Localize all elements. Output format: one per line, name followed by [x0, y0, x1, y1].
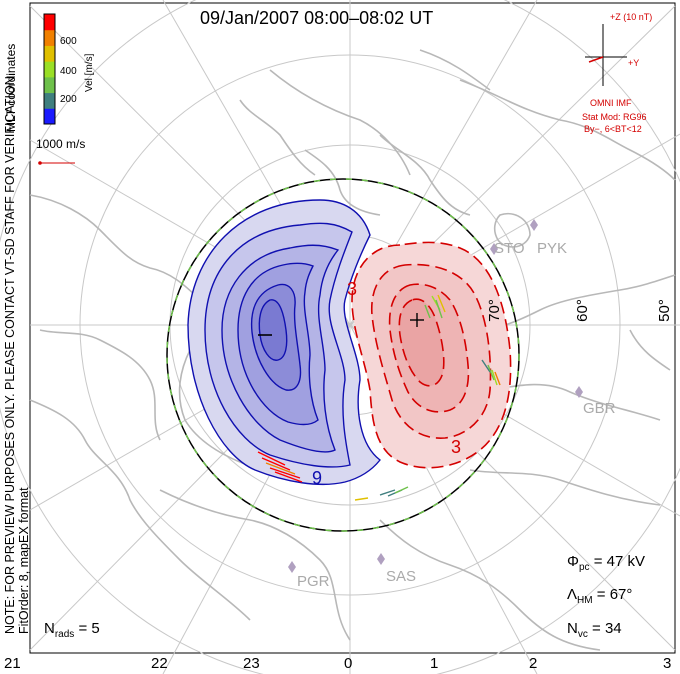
imf-clock [585, 24, 627, 86]
colorbar-title: Vel [m/s] [84, 53, 95, 92]
station-pyk: PYK [537, 240, 568, 257]
station-markers [288, 219, 583, 573]
contour-label-pos-1: 3 [347, 279, 358, 299]
colorbar-swatch [44, 76, 55, 94]
plot-frame [29, 2, 676, 654]
stat-model: Stat Mod: RG96 [582, 112, 647, 122]
contour-label-pos-2: 3 [451, 437, 462, 457]
preview-note: NOTE: FOR PREVIEW PURPOSES ONLY. PLEASE … [3, 72, 17, 634]
vector-scale [38, 161, 75, 165]
contour-label-neg: 9 [312, 468, 323, 488]
mlt-label-23: 23 [243, 655, 260, 672]
colorbar-tick-400: 400 [60, 66, 77, 77]
mlt-label-2: 2 [529, 655, 538, 672]
stat-n-vc: Nvc = 34 [567, 620, 622, 640]
lat-label-70: 70° [485, 299, 503, 322]
mlt-label-22: 22 [151, 655, 168, 672]
imf-source: OMNI IMF [590, 98, 632, 108]
station-gbr: GBR [583, 400, 616, 417]
mlt-label-1: 1 [430, 655, 439, 672]
imf-condition: By−, 6<BT<12 [584, 124, 642, 134]
colorbar-tick-200: 200 [60, 94, 77, 105]
dawn-convection-cell [351, 241, 512, 469]
mlt-label-21: 21 [4, 655, 21, 672]
vector-scale-label: 1000 m/s [36, 137, 86, 151]
dusk-convection-cell [187, 199, 381, 486]
mlt-label-3: 3 [663, 655, 672, 672]
lat-label-60: 60° [573, 299, 591, 322]
colorbar-swatch [44, 14, 55, 31]
station-sto: STO [494, 240, 525, 257]
colorbar-swatch [44, 45, 55, 62]
station-pgr: PGR [297, 573, 330, 590]
stat-lambda-hm: ΛHM = 67° [567, 586, 633, 606]
hm-boundary-vectors [166, 178, 520, 532]
colorbar-swatch [44, 92, 55, 109]
fit-order-note: FitOrder: 8, mapEX format [17, 487, 31, 634]
lat-label-50: 50° [655, 299, 673, 322]
colorbar-swatch [44, 29, 55, 46]
map-title: 09/Jan/2007 08:00–08:02 UT [200, 8, 434, 28]
imf-y-label: +Y [628, 58, 640, 68]
mlt-label-0: 0 [344, 655, 353, 672]
colorbar-swatch [44, 108, 55, 125]
station-sas: SAS [386, 568, 417, 585]
colorbar-frame [43, 13, 56, 125]
stat-phi-pc: Φpc = 47 kV [567, 553, 645, 573]
velocity-vectors [257, 294, 501, 501]
imf-z-label: +Z (10 nT) [610, 12, 653, 22]
velocity-colorbar [44, 14, 55, 125]
stat-n-rads: Nrads = 5 [44, 620, 100, 640]
colorbar-tick-600: 600 [60, 36, 77, 47]
colorbar-swatch [44, 61, 55, 78]
